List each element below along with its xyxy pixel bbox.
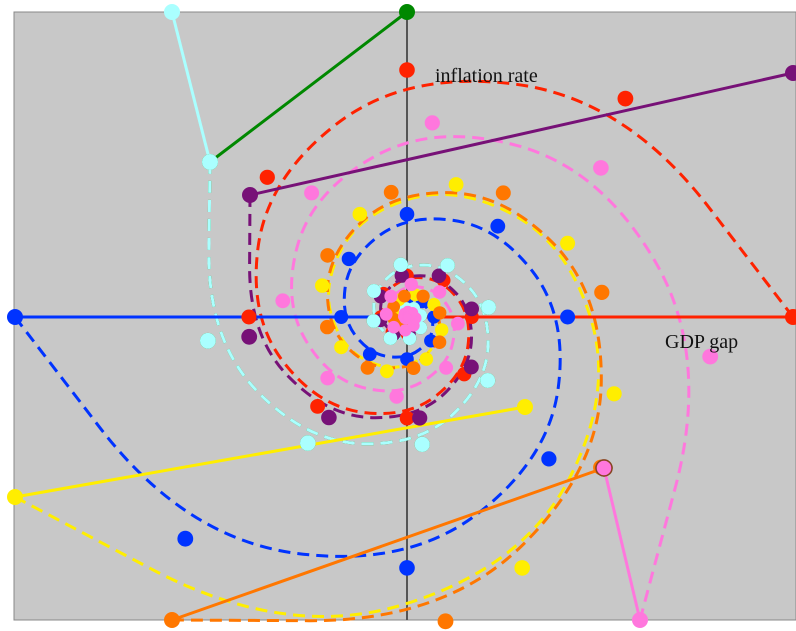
trajectory-point-blue xyxy=(490,218,506,234)
trajectory-point-yellow xyxy=(380,364,394,379)
trajectory-point-yellow xyxy=(419,352,434,366)
trajectory-point-purple xyxy=(463,359,479,375)
shock-point-green xyxy=(399,4,415,20)
trajectory-point-red xyxy=(399,62,415,78)
trajectory-point-orange xyxy=(416,289,430,303)
trajectory-point-yellow xyxy=(448,177,464,192)
trajectory-point-blue xyxy=(177,530,194,547)
trajectory-point-red xyxy=(310,399,325,414)
trajectory-point-red xyxy=(785,309,796,325)
trajectory-point-pink xyxy=(404,277,418,292)
shock-line-green xyxy=(209,10,408,164)
trajectory-point-cyan xyxy=(300,435,316,451)
shock-point-yellow xyxy=(517,399,533,415)
trajectory-point-purple xyxy=(321,409,337,426)
trajectory-point-blue xyxy=(334,310,349,324)
trajectory-point-pink xyxy=(632,612,648,628)
trajectory-point-cyan xyxy=(393,257,408,272)
trajectory-point-blue xyxy=(560,309,576,325)
trajectory-point-yellow xyxy=(352,206,368,222)
trajectory-point-pink xyxy=(439,360,454,375)
trajectory-point-yellow xyxy=(7,489,23,505)
shock-line-pink xyxy=(602,467,642,621)
trajectory-point-pink xyxy=(451,316,465,331)
trajectory-point-blue xyxy=(362,347,377,362)
trajectory-point-orange xyxy=(433,306,447,320)
trajectory-point-yellow xyxy=(435,323,449,337)
shock-line-yellow xyxy=(14,405,526,499)
trajectory-point-purple xyxy=(394,268,409,283)
trajectory-point-pink xyxy=(389,389,404,404)
trajectory-point-cyan xyxy=(481,299,496,315)
trajectory-point-orange xyxy=(406,361,421,375)
trajectory-point-cyan xyxy=(202,154,218,170)
trajectory-point-yellow xyxy=(560,235,576,251)
shock-point-pink xyxy=(595,459,613,477)
trajectory-point-orange xyxy=(594,284,610,300)
trajectory-point-red xyxy=(617,90,634,107)
trajectory-points xyxy=(7,4,796,630)
trajectory-point-purple xyxy=(241,328,258,345)
shock-line-orange xyxy=(171,466,605,622)
trajectory-point-cyan xyxy=(383,331,398,346)
trajectory-point-pink xyxy=(387,320,401,334)
shock-line-purple xyxy=(249,71,794,197)
trajectory-point-cyan xyxy=(414,436,430,452)
trajectory-point-blue xyxy=(7,309,23,325)
shock-line-cyan xyxy=(170,11,212,163)
trajectory-point-orange xyxy=(360,360,375,375)
trajectory-point-cyan xyxy=(440,258,455,273)
x-axis-label: GDP gap xyxy=(665,331,738,353)
trajectory-point-yellow xyxy=(514,560,530,576)
trajectory-point-red xyxy=(259,169,275,185)
trajectory-point-yellow xyxy=(606,386,622,402)
trajectory-point-blue xyxy=(541,451,557,467)
trajectory-point-orange xyxy=(398,289,411,303)
trajectory-point-purple xyxy=(464,301,479,317)
trajectory-point-pink xyxy=(304,185,320,201)
trajectory-point-orange xyxy=(495,185,511,201)
trajectory-point-pink xyxy=(320,370,335,386)
trajectory-point-cyan xyxy=(366,314,381,328)
y-axis-label: inflation rate xyxy=(435,65,538,87)
trajectory-point-pink xyxy=(379,307,393,321)
trajectory-point-cyan xyxy=(480,373,496,388)
trajectory-point-orange xyxy=(432,335,447,350)
trajectory-point-purple xyxy=(412,410,428,426)
trajectory-point-cyan xyxy=(366,284,381,298)
initial-shock-lines xyxy=(14,10,794,622)
trajectory-point-red xyxy=(241,309,257,325)
trajectory-point-purple xyxy=(242,187,258,203)
trajectory-point-pink xyxy=(432,285,447,299)
trajectory-point-blue xyxy=(341,251,357,267)
trajectory-point-pink xyxy=(384,289,398,303)
trajectory-point-pink xyxy=(275,293,291,309)
trajectory-point-yellow xyxy=(315,278,330,293)
trajectory-point-pink xyxy=(403,313,412,321)
trajectory-point-blue xyxy=(399,560,415,576)
trajectory-point-yellow xyxy=(334,340,349,355)
trajectory-point-pink xyxy=(702,348,719,365)
trajectory-point-orange xyxy=(164,612,180,628)
shock-point-purple xyxy=(785,65,796,81)
trajectory-point-pink xyxy=(593,160,609,176)
trajectory-point-orange xyxy=(437,613,454,630)
trajectory-point-pink xyxy=(424,115,440,131)
trajectory-point-blue xyxy=(399,206,415,222)
trajectory-point-cyan xyxy=(200,332,216,349)
trajectory-point-orange xyxy=(320,319,335,335)
trajectory-point-red xyxy=(399,410,415,426)
trajectory-point-orange xyxy=(320,248,335,263)
shock-point-cyan xyxy=(164,4,180,20)
trajectory-point-orange xyxy=(383,184,399,200)
trajectory-point-purple xyxy=(431,268,447,284)
